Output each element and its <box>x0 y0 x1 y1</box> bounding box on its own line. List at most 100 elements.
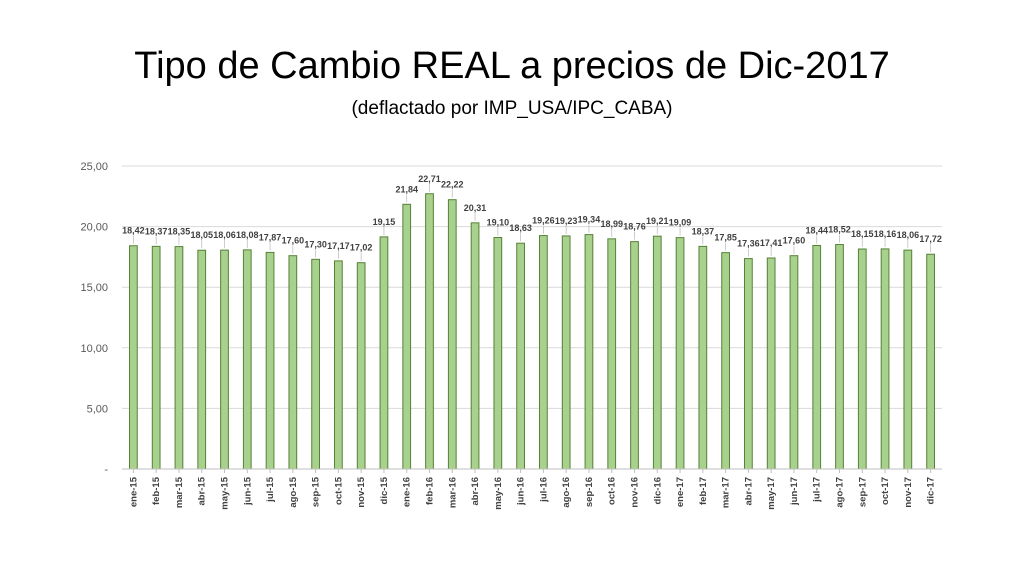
x-tick-label: sep-17 <box>857 477 868 507</box>
x-tick-label: ago-15 <box>288 476 299 507</box>
bar <box>675 237 685 470</box>
data-label: 18,63 <box>509 223 532 233</box>
bar <box>356 262 366 470</box>
x-tick-label: jun-16 <box>516 477 527 506</box>
x-tick-label: sep-16 <box>584 477 595 507</box>
data-label: 17,85 <box>714 233 737 243</box>
data-label: 19,23 <box>555 216 578 226</box>
bar <box>698 245 708 470</box>
bar <box>630 241 639 470</box>
y-tick-label: 25,00 <box>80 161 108 173</box>
bar <box>265 251 275 470</box>
data-label: 18,52 <box>828 225 851 235</box>
x-tick-label: mar-16 <box>447 477 458 508</box>
x-tick-label: abr-17 <box>743 477 754 506</box>
bar <box>493 237 503 470</box>
data-label: 20,31 <box>464 203 487 213</box>
x-tick-label: ago-16 <box>561 477 572 508</box>
y-tick-label: 5,00 <box>87 403 108 415</box>
data-label: 22,71 <box>418 174 441 184</box>
x-tick-label: may-17 <box>766 477 777 510</box>
bar <box>311 258 320 470</box>
data-label: 18,06 <box>897 230 920 240</box>
bar <box>334 260 343 470</box>
bar <box>447 199 457 470</box>
data-label: 17,02 <box>350 243 373 253</box>
data-label: 18,05 <box>190 230 213 240</box>
y-axis: - 5,00 10,00 15,00 20,00 25,00 <box>80 161 108 476</box>
data-label: 18,37 <box>145 226 168 236</box>
bar <box>539 235 548 470</box>
y-tick-label: - <box>104 464 108 476</box>
x-tick-label: jun-15 <box>242 476 253 506</box>
bar <box>470 222 480 470</box>
data-label: 19,09 <box>669 218 692 228</box>
data-label: 18,44 <box>805 226 828 236</box>
data-label: 17,41 <box>760 238 783 248</box>
bar <box>652 235 662 470</box>
x-tick-label: may-16 <box>493 477 504 510</box>
chart-subtitle: (deflactado por IMP_USA/IPC_CABA) <box>351 98 673 119</box>
bar <box>425 193 434 470</box>
bar <box>151 245 161 470</box>
bar <box>607 238 617 470</box>
data-label: 17,36 <box>737 239 760 249</box>
data-labels: 18,42 18,37 18,35 18,05 18,06 18,08 17,87 17,60… <box>122 174 942 261</box>
bar <box>197 249 207 470</box>
data-label: 19,10 <box>487 218 510 228</box>
x-tick-label: feb-16 <box>425 477 436 505</box>
bar <box>129 245 138 470</box>
bar <box>766 257 776 470</box>
data-label: 21,84 <box>395 184 418 194</box>
data-label: 18,99 <box>600 219 623 229</box>
bar <box>242 249 252 470</box>
data-label: 18,15 <box>851 229 874 239</box>
data-label: 17,17 <box>327 241 350 251</box>
x-tick-label: sep-15 <box>311 476 322 507</box>
bar <box>174 246 184 470</box>
data-label: 17,72 <box>919 234 942 244</box>
x-tick-label: nov-17 <box>903 477 914 508</box>
bar <box>812 245 822 470</box>
x-tick-label: jul-17 <box>812 477 823 503</box>
x-tick-label: nov-16 <box>630 477 641 508</box>
bar <box>926 253 935 470</box>
bar <box>721 252 730 470</box>
x-tick-label: dic-17 <box>926 477 937 504</box>
y-tick-label: 10,00 <box>80 343 108 355</box>
x-tick-label: jul-16 <box>538 477 549 503</box>
x-tick-label: feb-15 <box>151 476 162 505</box>
x-tick-label: mar-17 <box>721 477 732 508</box>
bars <box>129 193 935 470</box>
x-tick-label: abr-15 <box>197 476 208 505</box>
data-label: 18,76 <box>623 222 646 232</box>
chart-title: Tipo de Cambio REAL a precios de Dic-201… <box>134 45 890 87</box>
bar <box>744 258 753 470</box>
data-label: 17,87 <box>259 232 282 242</box>
data-label: 18,16 <box>874 229 897 239</box>
bar <box>402 203 412 470</box>
bar <box>379 236 389 470</box>
data-label: 17,60 <box>282 236 305 246</box>
x-tick-label: may-15 <box>220 476 231 509</box>
x-tick-label: jun-17 <box>789 477 800 506</box>
x-tick-label: feb-17 <box>698 477 709 505</box>
data-label: 18,37 <box>692 226 715 236</box>
y-tick-label: 20,00 <box>80 222 108 234</box>
x-tick-label: mar-15 <box>174 476 185 508</box>
bar <box>516 242 525 470</box>
x-tick-label: oct-16 <box>607 477 618 505</box>
bar <box>857 248 867 470</box>
x-tick-label: oct-15 <box>333 476 344 505</box>
x-axis: ene-15 feb-15 mar-15 abr-15 may-15 jun-15 jul-… <box>122 468 942 510</box>
data-label: 22,22 <box>441 180 464 190</box>
x-tick-label: dic-15 <box>379 476 390 504</box>
x-tick-label: jul-15 <box>265 476 276 503</box>
data-label: 18,35 <box>168 227 191 237</box>
x-tick-label: abr-16 <box>470 477 481 506</box>
y-tick-label: 15,00 <box>80 282 108 294</box>
data-label: 19,34 <box>578 215 601 225</box>
x-tick-label: oct-17 <box>880 477 891 505</box>
x-tick-label: ene-16 <box>402 477 413 507</box>
